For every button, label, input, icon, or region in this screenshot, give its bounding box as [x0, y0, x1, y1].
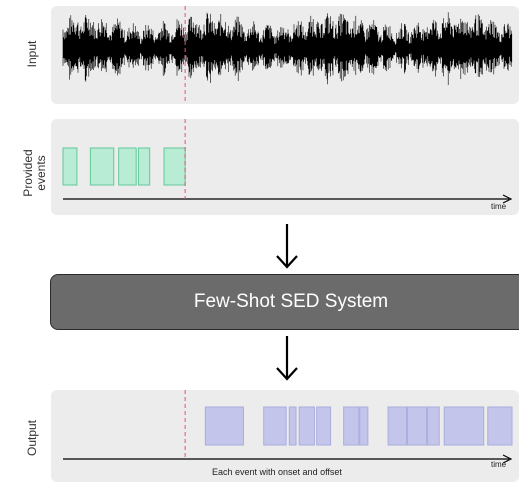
- provided-event-box: [62, 147, 78, 186]
- system-title: Few-Shot SED System: [193, 291, 389, 312]
- output-event-box: [387, 406, 407, 446]
- output-panel: time: [51, 390, 519, 482]
- provided-events-label: Provided events: [21, 143, 48, 203]
- output-event-box: [359, 406, 369, 446]
- output-events-timeline: time: [63, 390, 513, 469]
- provided-label-line1: Provided: [21, 149, 35, 197]
- axis-arrow-icon: [502, 194, 513, 204]
- output-label: Output: [25, 419, 39, 457]
- output-event-box: [316, 406, 332, 446]
- down-arrow-icon: [276, 224, 298, 269]
- time-axis-label: time: [491, 202, 507, 211]
- output-caption: Each event with onset and offset: [212, 467, 342, 477]
- provided-events-timeline: time: [62, 119, 513, 211]
- provided-event-box: [118, 147, 137, 186]
- output-event-box: [406, 406, 428, 446]
- output-event-box: [298, 406, 315, 446]
- input-panel: [51, 6, 519, 104]
- output-event-box: [288, 406, 297, 446]
- input-label: Input: [25, 40, 39, 68]
- output-event-box: [343, 406, 360, 446]
- output-event-box: [204, 406, 244, 446]
- provided-event-box: [89, 147, 115, 186]
- time-axis-label: time: [491, 460, 507, 469]
- output-event-box: [487, 406, 513, 446]
- provided-event-box: [137, 147, 151, 186]
- output-event-box: [263, 406, 287, 446]
- provided-label-line2: events: [34, 155, 48, 191]
- waveform: [62, 6, 513, 104]
- output-event-box: [443, 406, 485, 446]
- output-event-box: [427, 406, 440, 446]
- down-arrow-icon: [276, 336, 298, 381]
- few-shot-sed-system-box: Few-Shot SED System: [50, 274, 519, 330]
- waveform-trace: [62, 12, 513, 85]
- provided-event-box: [163, 147, 186, 186]
- axis-arrow-icon: [502, 454, 513, 464]
- provided-events-panel: time: [51, 119, 519, 215]
